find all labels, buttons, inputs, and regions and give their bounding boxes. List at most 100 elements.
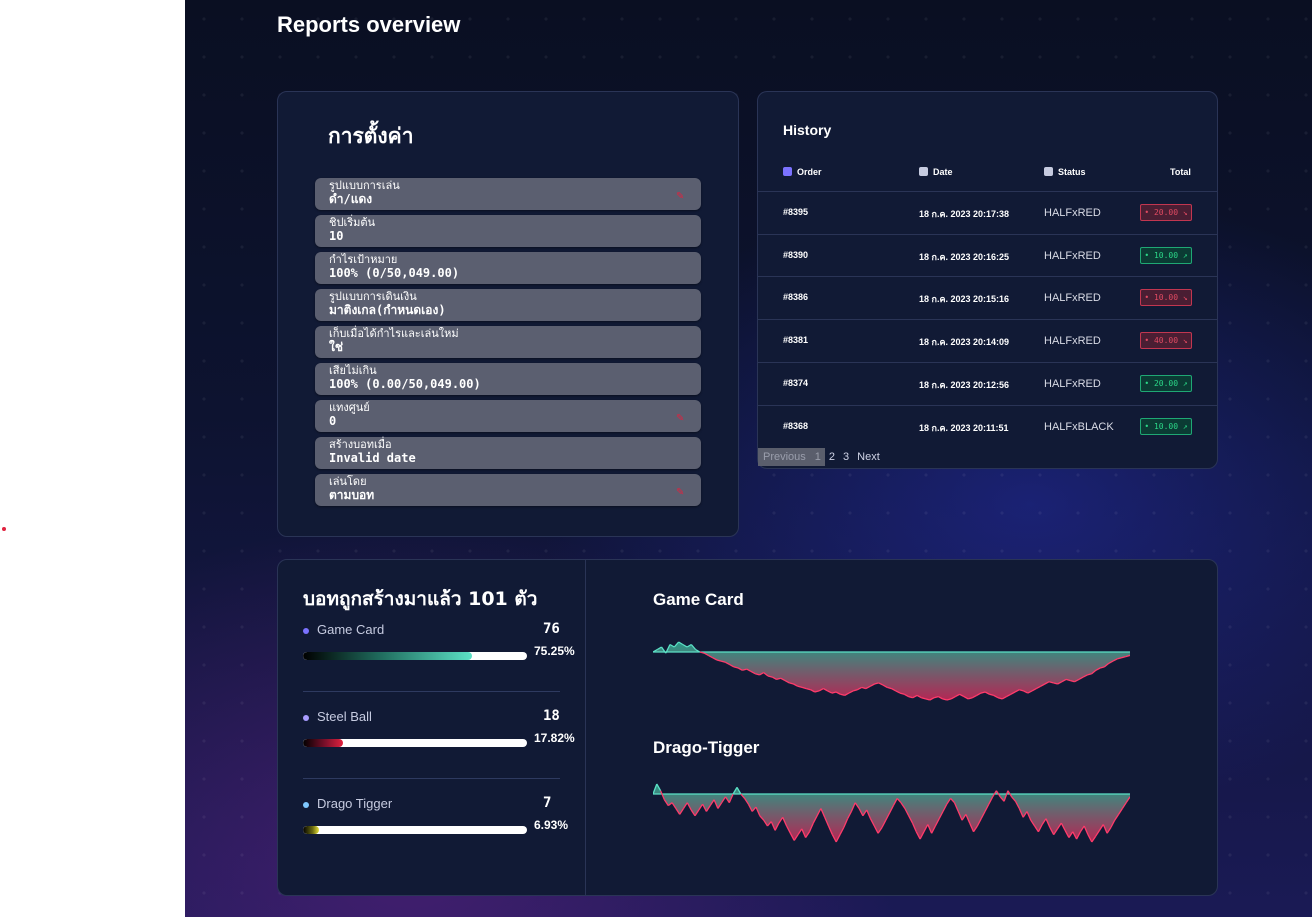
pagination-previous[interactable]: Previous	[758, 448, 811, 466]
chart-segment	[968, 697, 973, 700]
order-date: 18 ก.ค. 2023 20:14:09	[919, 337, 1010, 348]
chart-segment	[1098, 824, 1104, 831]
chart-segment	[751, 806, 757, 812]
chart-segment	[717, 802, 723, 809]
chart-segment	[1082, 674, 1088, 678]
setting-row: แทงศูนย์ 0 ✎	[315, 400, 701, 432]
chart-segment	[1048, 681, 1054, 684]
chart-segment	[942, 803, 948, 812]
chart-segment	[806, 687, 811, 691]
column-date[interactable]: Date	[919, 167, 953, 177]
setting-label: รูปแบบการเล่น	[329, 179, 400, 192]
edit-pencil-icon[interactable]: ✎	[676, 413, 685, 424]
setting-row: ชิปเริ่มต้น 10	[315, 215, 701, 247]
chart-segment	[1040, 683, 1046, 687]
pagination-page-2[interactable]: 2	[828, 451, 836, 463]
progress-track	[303, 826, 527, 834]
edit-pencil-icon[interactable]: ✎	[676, 487, 685, 498]
bot-percent: 6.93%	[534, 818, 569, 832]
chart-segment	[843, 818, 849, 828]
column-status[interactable]: Status	[1044, 167, 1086, 177]
chart-segment	[690, 644, 697, 650]
pagination-next[interactable]: Next	[857, 451, 880, 463]
chart-segment	[877, 827, 883, 834]
table-row[interactable]: #8368 18 ก.ค. 2023 20:11:51 HALFxBLACK • 10…	[758, 404, 1217, 448]
total-amount: 10.00	[1153, 421, 1179, 431]
chart-segment	[747, 803, 753, 812]
bullet-icon: •	[1144, 378, 1154, 388]
chart-segment	[850, 802, 856, 812]
total-amount: 20.00	[1153, 208, 1179, 217]
chart-segment	[903, 693, 909, 698]
chart-segment	[938, 811, 944, 820]
chart-segment	[763, 672, 769, 677]
column-order[interactable]: Order	[783, 167, 822, 177]
chart-segment	[963, 696, 969, 700]
chart-segment	[921, 697, 926, 700]
chart-area	[653, 784, 1130, 842]
chart-segment	[1079, 825, 1085, 833]
setting-row: รูปแบบการเล่น ดำ/แดง ✎	[315, 178, 701, 210]
chart-segment	[793, 683, 799, 687]
pagination-page-1[interactable]: 1	[810, 448, 825, 466]
chart-segment	[1037, 824, 1043, 833]
setting-value: 0	[329, 414, 337, 428]
chart-segment	[1003, 790, 1009, 802]
chart-segment	[980, 811, 986, 820]
chart-segment	[755, 673, 760, 676]
bot-type-name: Steel Ball	[317, 709, 372, 724]
setting-label: ชิปเริ่มต้น	[329, 216, 376, 229]
chart-segment	[993, 694, 999, 699]
chart-segment	[1087, 834, 1093, 843]
chart-segment	[929, 697, 935, 701]
chart-segment	[797, 685, 803, 689]
chart-segment	[1087, 673, 1092, 676]
chart-segment	[840, 693, 845, 697]
chart-segment	[656, 646, 662, 651]
table-row[interactable]: #8381 18 ก.ค. 2023 20:14:09 HALFxRED • 40.0…	[758, 319, 1217, 362]
chart-segment	[1125, 654, 1130, 658]
bot-percent: 75.25%	[534, 644, 575, 658]
minus-checkbox-icon	[783, 167, 792, 176]
pagination-page-3[interactable]: 3	[843, 451, 850, 463]
legend-dot-icon	[303, 802, 309, 808]
chart-segment	[912, 694, 918, 699]
chart-segment	[686, 643, 692, 648]
progress-track	[303, 652, 527, 660]
calendar-icon	[919, 167, 928, 176]
chart-segment	[980, 691, 986, 694]
chart-segment	[1014, 689, 1020, 693]
chart-segment	[1022, 811, 1028, 818]
edit-pencil-icon[interactable]: ✎	[676, 191, 685, 202]
chart-segment	[915, 831, 921, 840]
chart-segment	[1121, 802, 1127, 809]
chart-segment	[896, 797, 902, 804]
chart-segment	[861, 686, 867, 690]
chart-segment	[1106, 827, 1112, 834]
chart-segment	[725, 661, 731, 666]
chart-segment	[671, 802, 677, 809]
chart-segment	[702, 803, 707, 812]
chart-segment	[823, 688, 828, 692]
table-row[interactable]: #8395 18 ก.ค. 2023 20:17:38 HALFxRED • 20.0…	[758, 191, 1217, 234]
chart-segment	[891, 688, 897, 692]
chart-segment	[789, 682, 794, 685]
chart-segment	[881, 819, 887, 828]
table-row[interactable]: #8374 18 ก.ค. 2023 20:12:56 HALFxRED • 20.0…	[758, 361, 1217, 405]
chart-segment	[995, 790, 1001, 798]
setting-row: เสียไม่เกิน 100% (0.00/50,049.00)	[315, 363, 701, 395]
table-row[interactable]: #8386 18 ก.ค. 2023 20:15:16 HALFxRED • 10.0…	[758, 276, 1217, 319]
chart-segment	[774, 822, 780, 831]
chart-segment	[892, 798, 898, 806]
column-total[interactable]: Total	[1170, 167, 1191, 177]
chart-segment	[969, 822, 975, 833]
chart-segment	[976, 692, 982, 696]
table-row[interactable]: #8390 18 ก.ค. 2023 20:16:25 HALFxRED • 10.0…	[758, 233, 1217, 277]
chart-segment	[816, 808, 822, 817]
chart-segment	[1074, 678, 1080, 683]
chart-segment	[988, 796, 994, 805]
chart-segment	[705, 805, 711, 812]
chart-segment	[805, 831, 811, 838]
chart-segment	[908, 695, 913, 699]
bullet-icon: •	[1144, 336, 1154, 346]
